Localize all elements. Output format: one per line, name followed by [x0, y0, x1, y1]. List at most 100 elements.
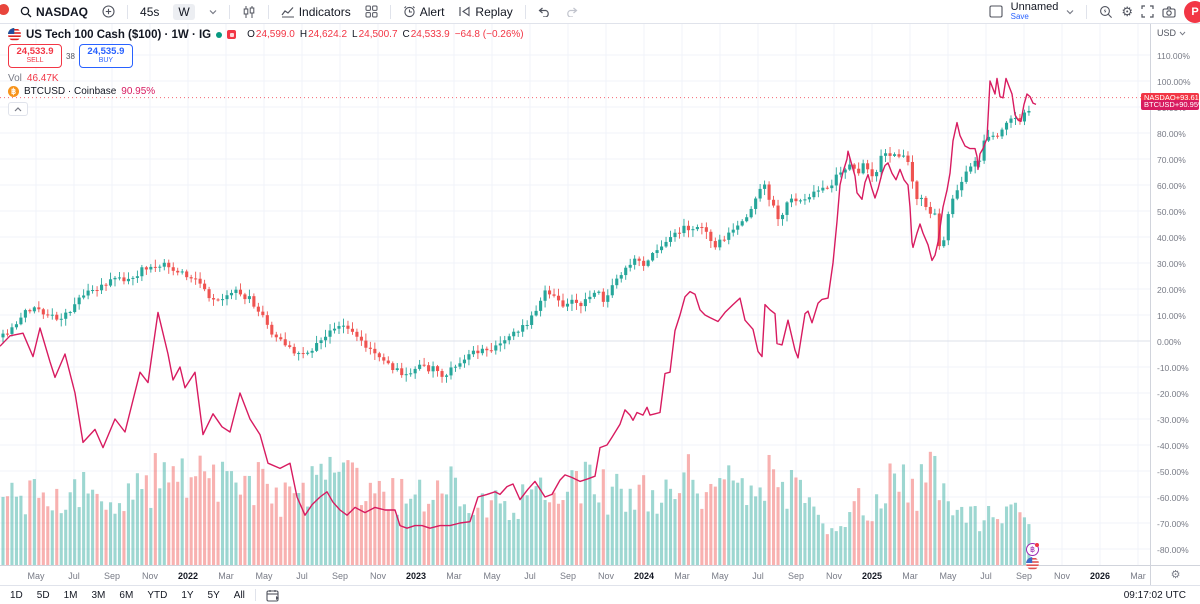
- change-value: −64.8 (−0.26%): [454, 29, 524, 40]
- gear-icon: ⚙: [1170, 569, 1181, 581]
- ohlc-key: C: [402, 29, 410, 40]
- toolbar-separator: [389, 4, 391, 19]
- price-axis-label: -50.00%: [1157, 466, 1189, 477]
- layout-name-control[interactable]: Unnamed Save: [1011, 2, 1059, 21]
- time-axis-label: Jul: [296, 571, 308, 581]
- price-badge-btcusd[interactable]: BTCUSD+90.95%: [1141, 99, 1200, 111]
- legend-collapse-button[interactable]: [8, 102, 28, 116]
- time-axis[interactable]: May Jul Sep Nov 2022 Mar May Jul Sep Nov 2023 Mar Ma…: [0, 565, 1150, 585]
- interval-dropdown-button[interactable]: [203, 7, 223, 17]
- price-axis[interactable]: USD 110.00%100.00%90.00%80.00%70.00%60.0…: [1141, 24, 1200, 585]
- alert-button[interactable]: Alert: [397, 3, 451, 21]
- toolbar-separator: [127, 4, 129, 19]
- range-1y-button[interactable]: 1Y: [181, 589, 194, 601]
- time-axis-label: Nov: [825, 571, 843, 581]
- price-axis-label: 30.00%: [1157, 258, 1186, 269]
- price-axis-label: -20.00%: [1157, 388, 1189, 399]
- buy-button[interactable]: 24,535.9 BUY: [78, 44, 133, 68]
- price-axis-label: -10.00%: [1157, 362, 1189, 373]
- time-axis-label: Jul: [980, 571, 992, 581]
- bitcoin-icon: ฿: [8, 86, 19, 97]
- us-flag-icon: [8, 28, 21, 41]
- undo-button[interactable]: [532, 5, 557, 19]
- fullscreen-icon[interactable]: [1141, 5, 1154, 18]
- time-axis-label: 2025: [861, 571, 883, 581]
- toolbar-separator: [1086, 4, 1088, 19]
- chart-style-button[interactable]: [236, 3, 262, 21]
- time-axis-label: Sep: [103, 571, 121, 581]
- price-axis-label: -60.00%: [1157, 492, 1189, 503]
- chart-legend: US Tech 100 Cash ($100) · 1W · IG O 24,59…: [8, 27, 524, 116]
- time-axis-label: Jul: [68, 571, 80, 581]
- toolbar-separator: [254, 589, 256, 601]
- toolbar-separator: [524, 4, 526, 19]
- grid-layout-icon: [365, 5, 378, 18]
- time-axis-label: Mar: [674, 571, 690, 581]
- time-axis-label: Sep: [1015, 571, 1033, 581]
- layout-select-icon[interactable]: [989, 5, 1003, 18]
- time-axis-settings[interactable]: ⚙: [1150, 565, 1200, 585]
- time-axis-label: May: [483, 571, 501, 581]
- price-badge-nasdaq[interactable]: NASDAQ+93.61%: [1141, 92, 1200, 104]
- search-icon: [20, 6, 32, 18]
- settings-gear-icon[interactable]: ⚙: [1121, 4, 1133, 19]
- range-1d-button[interactable]: 1D: [10, 589, 23, 601]
- range-1m-button[interactable]: 1M: [63, 589, 78, 601]
- time-axis-label: Sep: [331, 571, 349, 581]
- ohlc-values: O 24,599.0 H 24,624.2 L 24,500.7 C 24,533.9 −64.…: [247, 29, 524, 40]
- go-to-date-icon[interactable]: [266, 589, 280, 602]
- range-6m-button[interactable]: 6M: [119, 589, 134, 601]
- volume-label[interactable]: Vol: [8, 72, 22, 84]
- top-toolbar: NASDAQ 45s W: [0, 0, 1200, 24]
- redo-icon: [565, 7, 578, 17]
- us-flag-series-marker-icon[interactable]: [1026, 557, 1039, 570]
- range-ytd-button[interactable]: YTD: [147, 589, 168, 601]
- camera-snapshot-icon[interactable]: [1162, 5, 1176, 18]
- btc-series-marker-icon[interactable]: ฿: [1026, 543, 1039, 556]
- time-axis-label: Mar: [902, 571, 918, 581]
- symbol-title[interactable]: US Tech 100 Cash ($100) · 1W · IG: [26, 28, 212, 41]
- range-5y-button[interactable]: 5Y: [207, 589, 220, 601]
- sell-button[interactable]: 24,533.9 SELL: [8, 44, 62, 68]
- indicator-templates-button[interactable]: [359, 3, 384, 20]
- chevron-down-icon[interactable]: [1066, 9, 1074, 15]
- time-axis-label: Sep: [559, 571, 577, 581]
- symbol-name: NASDAQ: [36, 4, 89, 19]
- price-axis-label: -70.00%: [1157, 518, 1189, 529]
- interval-active-button[interactable]: W: [167, 2, 200, 22]
- ohlc-value: 24,533.9: [410, 29, 450, 40]
- price-chart-canvas[interactable]: [0, 24, 1150, 565]
- save-layout-link[interactable]: Save: [1010, 12, 1029, 21]
- replay-icon: [458, 6, 471, 17]
- interval-45s-button[interactable]: 45s: [140, 4, 160, 19]
- symbol-search-button[interactable]: NASDAQ: [14, 3, 94, 21]
- time-axis-label: Nov: [1053, 571, 1071, 581]
- replay-button[interactable]: Replay: [452, 3, 518, 21]
- time-axis-label: Jul: [524, 571, 536, 581]
- compare-symbol-title[interactable]: BTCUSD · Coinbase: [24, 86, 117, 97]
- plus-circle-icon: [102, 5, 115, 18]
- date-range-row: 1D 5D 1M 3M 6M YTD 1Y 5Y All: [10, 590, 245, 601]
- price-axis-label: -80.00%: [1157, 544, 1189, 555]
- time-axis-label: 2024: [633, 571, 655, 581]
- range-5d-button[interactable]: 5D: [36, 589, 50, 601]
- compare-add-button[interactable]: [96, 3, 121, 20]
- publish-button[interactable]: P: [1184, 0, 1200, 23]
- quick-search-icon[interactable]: [1099, 5, 1113, 19]
- range-3m-button[interactable]: 3M: [91, 589, 106, 601]
- clock-utc[interactable]: 09:17:02 UTC: [1123, 589, 1186, 601]
- price-axis-label: 40.00%: [1157, 232, 1186, 243]
- time-axis-label: Mar: [1130, 571, 1146, 581]
- price-axis-label: 80.00%: [1157, 128, 1186, 139]
- redo-button[interactable]: [559, 5, 584, 19]
- ohlc-key: H: [299, 29, 308, 40]
- indicators-button[interactable]: Indicators: [275, 3, 357, 21]
- recording-indicator-dot: [0, 4, 9, 15]
- chevron-down-icon: [209, 9, 217, 15]
- price-axis-label: 60.00%: [1157, 180, 1186, 191]
- ohlc-key: L: [352, 29, 358, 40]
- range-all-button[interactable]: All: [233, 589, 245, 601]
- data-flag-icon[interactable]: [227, 30, 237, 39]
- currency-selector[interactable]: USD: [1157, 28, 1186, 38]
